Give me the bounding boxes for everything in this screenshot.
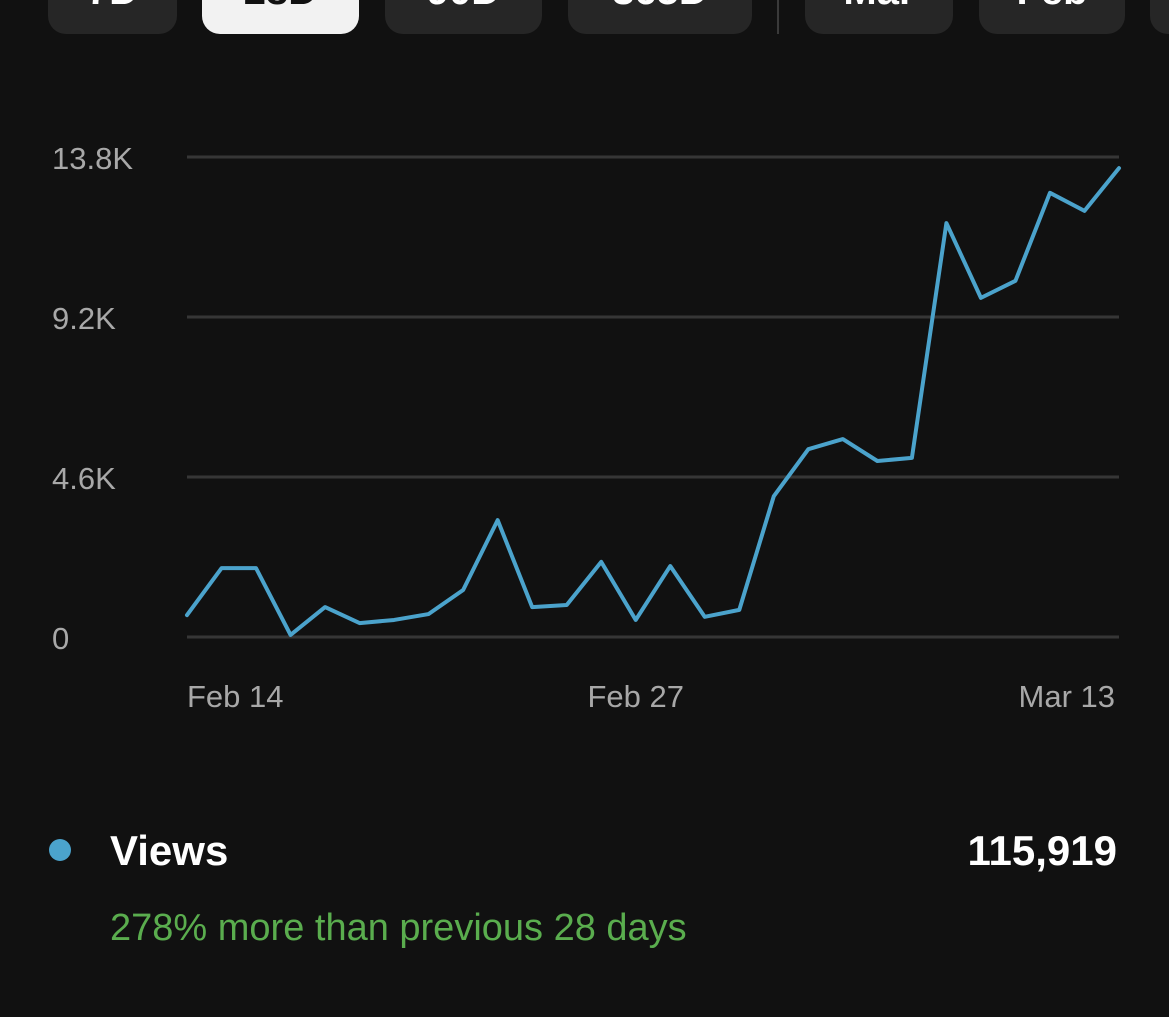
y-tick-label: 9.2K: [52, 301, 116, 336]
total-views: 115,919: [967, 827, 1117, 874]
change-text: 278% more than previous 28 days: [110, 907, 687, 949]
tab-label[interactable]: 90D: [427, 0, 500, 13]
x-tick-label: Feb 27: [587, 679, 684, 714]
y-tick-label: 13.8K: [52, 141, 133, 176]
tab-button[interactable]: [568, 0, 752, 34]
tab-label[interactable]: 7D: [87, 0, 138, 13]
tab-label[interactable]: 365D: [612, 0, 708, 13]
legend-dot: [49, 839, 71, 861]
tab-label[interactable]: Mar: [843, 0, 914, 13]
tab-button[interactable]: [805, 0, 953, 34]
x-tick-label: Mar 13: [1019, 679, 1115, 714]
tab-button[interactable]: [1150, 0, 1169, 34]
tab-label[interactable]: 28D: [244, 0, 317, 13]
x-tick-label: Feb 14: [187, 679, 284, 714]
tab-button[interactable]: [48, 0, 177, 34]
data-line: [185, 166, 1121, 637]
chart: 0 4.6K 9.2K 13.8K Feb 14 Feb 27 Mar 13: [52, 141, 1121, 714]
tab-bar: 7D 28D 90D 365D Mar Feb: [48, 0, 1125, 34]
y-tick-label: 0: [52, 621, 69, 656]
legend-label: Views: [110, 827, 228, 874]
tab-button[interactable]: [202, 0, 359, 34]
y-tick-label: 4.6K: [52, 461, 116, 496]
tab-button[interactable]: [979, 0, 1125, 34]
tab-label[interactable]: Feb: [1016, 0, 1087, 13]
tab-button[interactable]: [385, 0, 542, 34]
